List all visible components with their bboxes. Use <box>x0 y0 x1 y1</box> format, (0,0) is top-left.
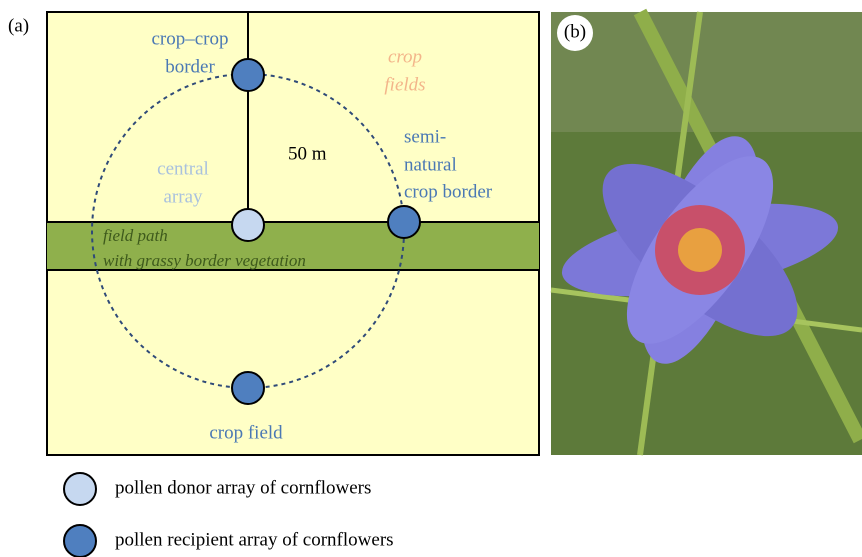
label: border <box>165 56 215 77</box>
field-path-band <box>47 222 539 270</box>
panel-label: (b) <box>564 21 586 42</box>
label: crop–crop <box>151 28 228 49</box>
panel-b-photo: (b) <box>550 8 862 456</box>
label: crop <box>388 46 422 67</box>
recipient-node <box>387 205 421 239</box>
label: semi- <box>404 126 446 147</box>
recipient-node <box>231 371 265 405</box>
label-badge <box>557 15 593 51</box>
legend-label: pollen donor array of cornflowers <box>115 477 371 498</box>
label: field path <box>103 226 168 245</box>
donor-node <box>231 208 265 242</box>
recipient-node <box>231 58 265 92</box>
label: array <box>163 186 203 207</box>
flower <box>561 136 839 364</box>
legend-label: pollen recipient array of cornflowers <box>115 529 394 550</box>
distance-label: 50 m <box>288 143 327 164</box>
label: central <box>157 158 209 179</box>
label: natural <box>404 154 457 175</box>
legend-swatch <box>63 472 97 506</box>
panel-a: (a) crop–crop border crop fields 50 m se… <box>8 11 540 456</box>
label: crop border <box>404 181 493 202</box>
legend-swatch <box>63 524 97 557</box>
photo-background <box>551 12 862 132</box>
legend: pollen donor array of cornflowers pollen… <box>63 472 394 557</box>
label: fields <box>384 74 425 95</box>
panel-label: (a) <box>8 15 29 36</box>
label: with grassy border vegetation <box>103 251 306 270</box>
label: crop field <box>209 422 283 443</box>
